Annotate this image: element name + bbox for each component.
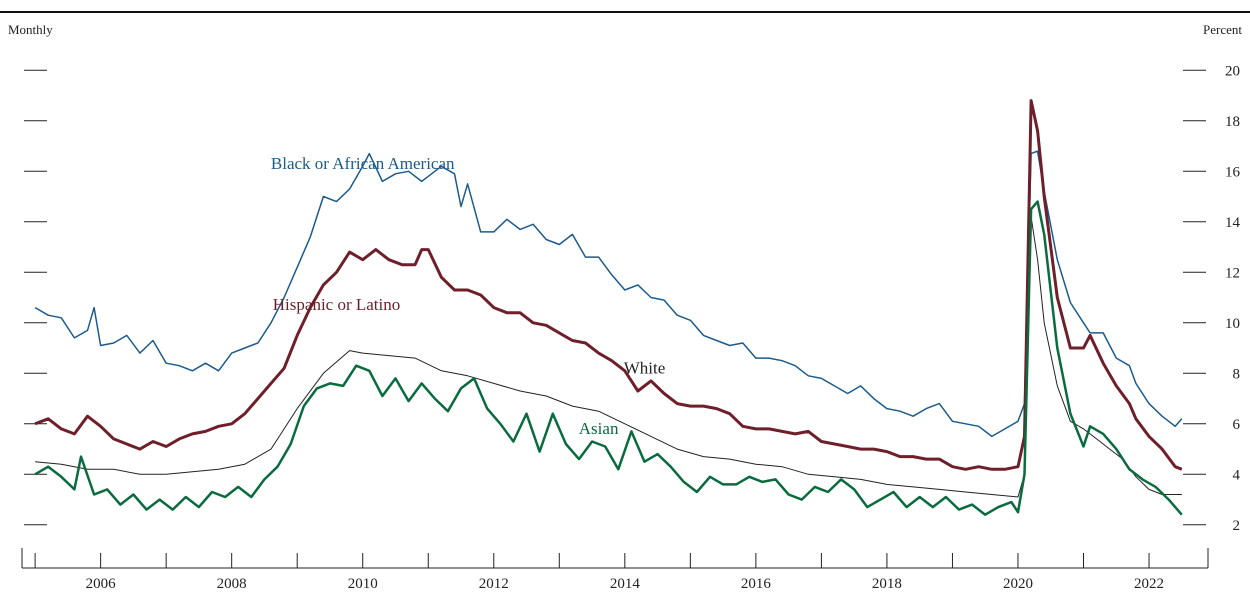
- y-tick-label: 2: [1233, 518, 1241, 534]
- series-label-white: White: [624, 358, 666, 377]
- y-tick-label: 12: [1225, 265, 1240, 281]
- y-tick-label: 6: [1233, 417, 1241, 433]
- x-tick-label: 2018: [872, 576, 902, 592]
- series-label-asian: Asian: [579, 419, 619, 438]
- series-line-black: [34, 150, 1183, 438]
- x-tick-label: 2012: [479, 576, 509, 592]
- x-tick-label: 2008: [217, 576, 247, 592]
- y-tick-label: 10: [1225, 316, 1240, 332]
- unit-label: Percent: [1203, 22, 1242, 37]
- series-label-hispanic: Hispanic or Latino: [273, 295, 400, 314]
- series-line-white: [35, 216, 1182, 498]
- y-tick-label: 4: [1233, 467, 1241, 483]
- x-tick-label: 2020: [1003, 576, 1033, 592]
- x-tick-label: 2014: [610, 576, 641, 592]
- y-tick-label: 20: [1225, 63, 1240, 79]
- series-label-black: Black or African American: [271, 154, 455, 173]
- top-rule: [0, 11, 1250, 13]
- x-tick-label: 2010: [348, 576, 378, 592]
- x-tick-label: 2022: [1134, 576, 1164, 592]
- x-tick-label: 2006: [86, 576, 117, 592]
- x-tick-label: 2016: [741, 576, 772, 592]
- series-line-asian: [34, 200, 1183, 516]
- y-tick-label: 8: [1233, 366, 1241, 382]
- y-tick-label: 18: [1225, 114, 1240, 130]
- series-line-hispanic: [34, 99, 1183, 471]
- frequency-label: Monthly: [8, 22, 53, 37]
- y-tick-label: 14: [1225, 215, 1241, 231]
- y-tick-label: 16: [1225, 164, 1241, 180]
